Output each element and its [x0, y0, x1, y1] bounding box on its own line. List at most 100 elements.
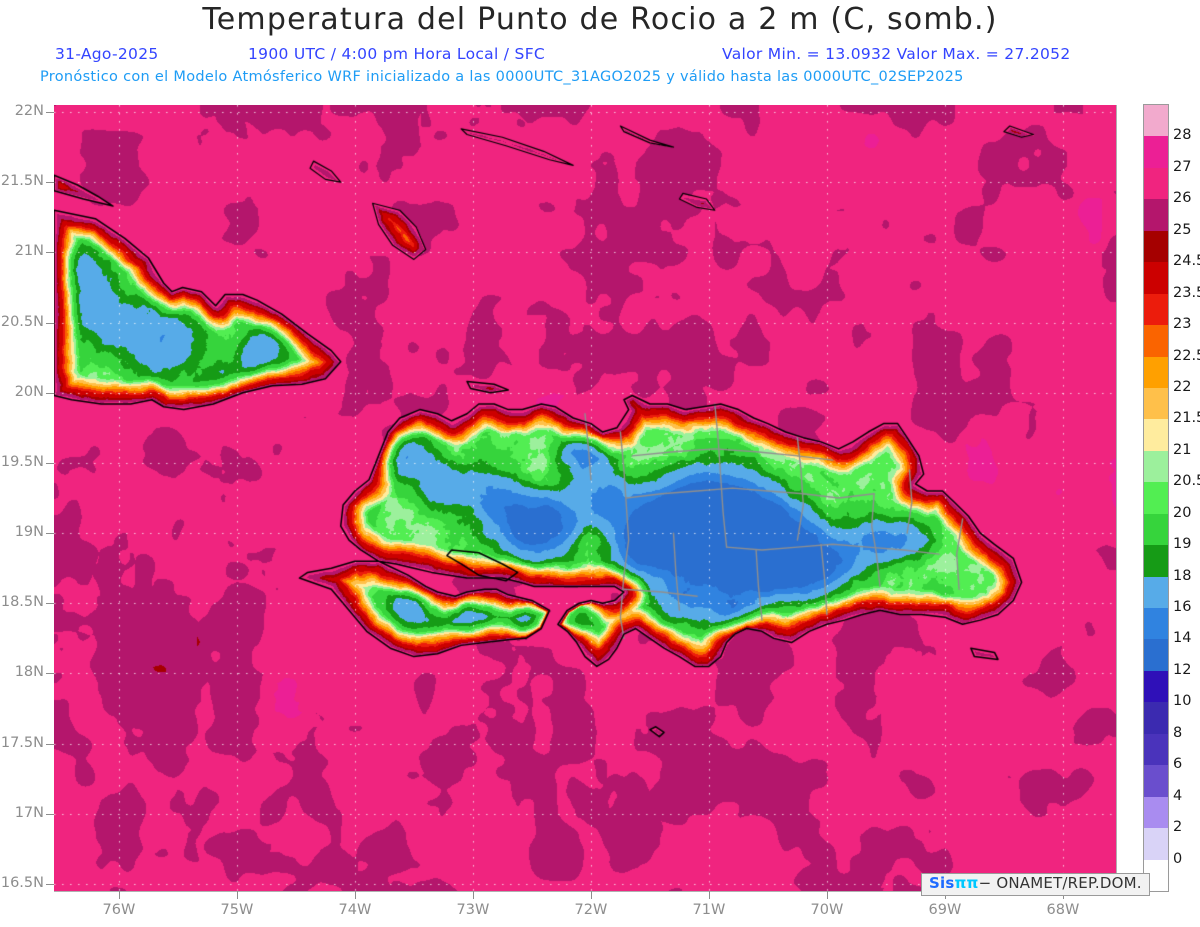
colorbar-band: [1144, 670, 1168, 703]
y-tick-label: 17.5N: [0, 734, 44, 751]
colorbar-tick-label: 26: [1173, 190, 1192, 207]
x-tick-label: 70W: [810, 902, 844, 918]
y-tick-label: 17N: [14, 804, 44, 821]
page-title: Temperatura del Punto de Rocio a 2 m (C,…: [202, 2, 998, 37]
y-tick-mark: [46, 112, 54, 114]
colorbar-tick-label: 21: [1173, 441, 1192, 458]
colorbar-band: [1144, 796, 1168, 829]
colorbar-tick-label: 23: [1173, 316, 1192, 333]
colorbar-tick-label: 20.5: [1173, 473, 1200, 490]
colorbar-band: [1144, 828, 1168, 860]
colorbar-band: [1144, 608, 1168, 640]
colorbar: [1143, 104, 1169, 892]
colorbar-tick-label: 21.5: [1173, 410, 1200, 427]
y-tick-mark: [46, 533, 54, 535]
x-tick-mark: [472, 891, 474, 899]
colorbar-band: [1144, 262, 1168, 294]
x-tick-mark: [590, 891, 592, 899]
subtitle-model-info: Pronóstico con el Modelo Atmósferico WRF…: [40, 69, 964, 85]
y-tick-mark: [46, 392, 54, 394]
colorbar-band: [1144, 230, 1168, 263]
y-tick-label: 21N: [14, 243, 44, 260]
colorbar-band: [1144, 199, 1168, 231]
x-tick-mark: [708, 891, 710, 899]
subtitle-date: 31-Ago-2025: [55, 45, 159, 63]
colorbar-band: [1144, 105, 1168, 137]
colorbar-tick-label: 12: [1173, 661, 1192, 678]
y-tick-mark: [46, 462, 54, 464]
colorbar-tick-label: 4: [1173, 787, 1183, 804]
x-tick-label: 75W: [220, 902, 254, 918]
x-tick-mark: [118, 891, 120, 899]
colorbar-tick-label: 10: [1173, 693, 1192, 710]
x-tick-mark: [236, 891, 238, 899]
colorbar-tick-label: 22.5: [1173, 347, 1200, 364]
subtitle-valid-time: 1900 UTC / 4:00 pm Hora Local / SFC: [248, 45, 546, 63]
colorbar-band: [1144, 419, 1168, 451]
credit-sis-text: Sis: [929, 874, 955, 892]
dewpoint-heatmap-canvas: [54, 105, 1116, 891]
colorbar-tick-label: 22: [1173, 378, 1192, 395]
credit-badge: Sisππ− ONAMET/REP.DOM.: [921, 873, 1150, 896]
y-tick-label: 16.5N: [0, 874, 44, 891]
colorbar-tick-label: 19: [1173, 536, 1192, 553]
colorbar-tick-label: 25: [1173, 221, 1192, 238]
credit-pi-icon: ππ: [954, 874, 979, 892]
colorbar-band: [1144, 293, 1168, 326]
y-tick-label: 19N: [14, 524, 44, 541]
y-tick-mark: [46, 743, 54, 745]
colorbar-tick-label: 28: [1173, 127, 1192, 144]
colorbar-band: [1144, 482, 1168, 514]
credit-org-text: − ONAMET/REP.DOM.: [978, 874, 1142, 892]
colorbar-tick-label: 8: [1173, 724, 1183, 741]
y-tick-label: 21.5N: [0, 173, 44, 190]
colorbar-band: [1144, 136, 1168, 168]
colorbar-band: [1144, 733, 1168, 766]
map-plot-area: [54, 105, 1117, 892]
y-tick-mark: [46, 673, 54, 675]
y-tick-mark: [46, 252, 54, 254]
chart-header: Temperatura del Punto de Rocio a 2 m (C,…: [0, 0, 1200, 95]
y-tick-label: 18.5N: [0, 594, 44, 611]
colorbar-band: [1144, 513, 1168, 546]
colorbar-band: [1144, 387, 1168, 420]
x-tick-label: 76W: [102, 902, 136, 918]
x-tick-mark: [354, 891, 356, 899]
colorbar-tick-label: 18: [1173, 567, 1192, 584]
y-tick-mark: [46, 883, 54, 885]
colorbar-band: [1144, 765, 1168, 797]
colorbar-tick-label: 27: [1173, 158, 1192, 175]
colorbar-tick-label: 14: [1173, 630, 1192, 647]
y-tick-label: 22N: [14, 103, 44, 120]
y-tick-mark: [46, 182, 54, 184]
y-tick-mark: [46, 322, 54, 324]
y-tick-mark: [46, 603, 54, 605]
colorbar-tick-label: 20: [1173, 504, 1192, 521]
colorbar-tick-label: 23.5: [1173, 284, 1200, 301]
colorbar-tick-label: 6: [1173, 756, 1183, 773]
y-tick-label: 20N: [14, 383, 44, 400]
x-tick-label: 74W: [338, 902, 372, 918]
colorbar-tick-label: 0: [1173, 850, 1183, 867]
x-tick-mark: [826, 891, 828, 899]
colorbar-band: [1144, 167, 1168, 200]
colorbar-band: [1144, 576, 1168, 608]
y-tick-label: 18N: [14, 664, 44, 681]
colorbar-band: [1144, 450, 1168, 483]
y-tick-mark: [46, 813, 54, 815]
y-tick-label: 19.5N: [0, 453, 44, 470]
colorbar-band: [1144, 702, 1168, 734]
x-tick-label: 71W: [692, 902, 726, 918]
colorbar-band: [1144, 639, 1168, 671]
colorbar-band: [1144, 325, 1168, 357]
colorbar-band: [1144, 356, 1168, 388]
colorbar-tick-label: 16: [1173, 599, 1192, 616]
subtitle-min-max: Valor Min. = 13.0932 Valor Max. = 27.205…: [722, 45, 1071, 63]
x-tick-label: 73W: [456, 902, 490, 918]
x-tick-label: 68W: [1046, 902, 1080, 918]
x-tick-label: 69W: [928, 902, 962, 918]
colorbar-tick-label: 24.5: [1173, 253, 1200, 270]
colorbar-band: [1144, 545, 1168, 577]
colorbar-tick-label: 2: [1173, 819, 1183, 836]
x-tick-label: 72W: [574, 902, 608, 918]
